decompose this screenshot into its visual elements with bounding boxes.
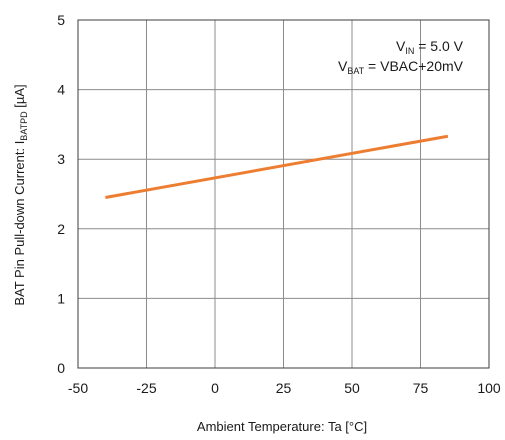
series-layer [105, 134, 449, 199]
annotation-vbat: VBAT = VBAC+20mV [338, 58, 464, 76]
series-line [105, 134, 449, 199]
annotation-vbat-main: V [338, 58, 348, 74]
annotation-vin-main: V [396, 38, 406, 54]
y-tick-label: 5 [57, 12, 65, 28]
annotation-vin-rest: = 5.0 V [414, 38, 463, 54]
x-tick-label: 100 [477, 380, 501, 396]
y-axis-label: BAT Pin Pull-down Current: IBATPD [µA] [12, 84, 29, 305]
y-tick-labels: 0 1 2 3 4 5 [57, 12, 65, 376]
x-tick-label: -25 [136, 380, 156, 396]
x-tick-label: 25 [276, 380, 292, 396]
annotation-vbat-sub: BAT [347, 66, 364, 76]
x-tick-label: -50 [68, 380, 88, 396]
x-tick-label: 0 [211, 380, 219, 396]
y-axis-label-main: BAT Pin Pull-down Current: I [12, 141, 27, 306]
y-tick-label: 1 [57, 290, 65, 306]
annotation-vin: VIN = 5.0 V [396, 38, 464, 56]
x-tick-label: 75 [413, 380, 429, 396]
annotation-vin-sub: IN [405, 46, 414, 56]
plot-frame [77, 19, 490, 369]
annotation-box: VIN = 5.0 V VBAT = VBAC+20mV [338, 38, 464, 76]
y-tick-label: 3 [57, 151, 65, 167]
annotation-vbat-rest: = VBAC+20mV [364, 58, 463, 74]
x-tick-labels: -50 -25 0 25 50 75 100 [68, 380, 501, 396]
y-tick-label: 2 [57, 221, 65, 237]
x-axis-label: Ambient Temperature: Ta [°C] [197, 419, 367, 434]
y-axis-label-sub: BATPD [19, 111, 29, 141]
y-tick-label: 4 [57, 82, 65, 98]
y-tick-label: 0 [57, 360, 65, 376]
y-axis-label-unit: [µA] [12, 84, 27, 111]
x-tick-label: 50 [344, 380, 360, 396]
